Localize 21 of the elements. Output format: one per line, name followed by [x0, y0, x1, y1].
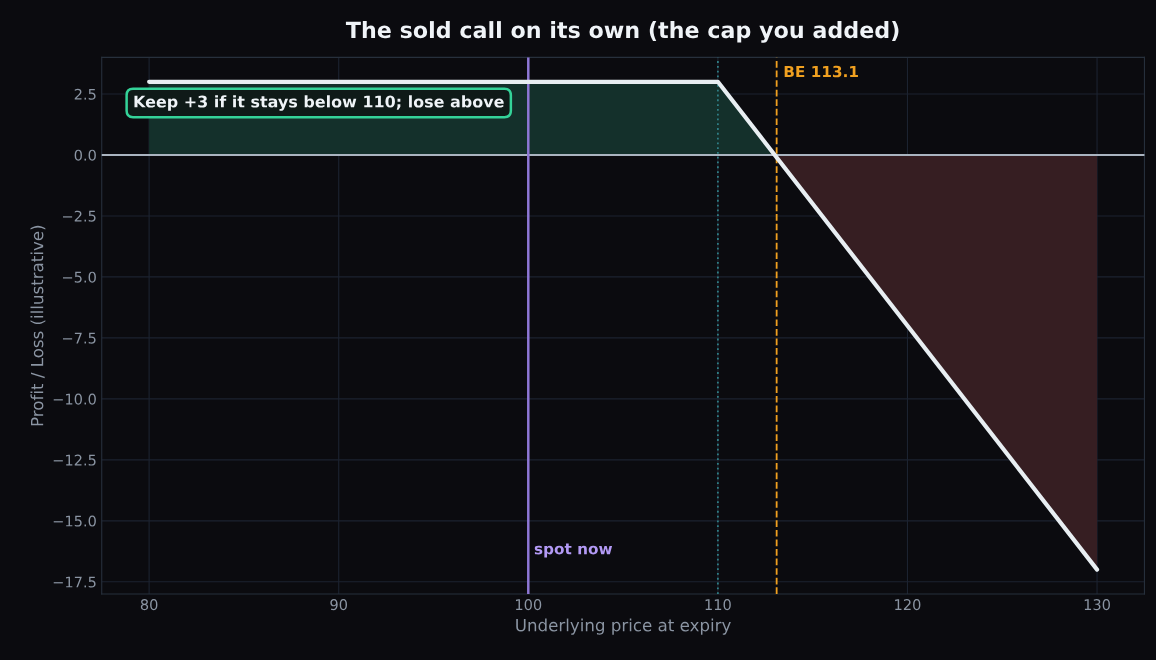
y-tick-label: −5.0	[63, 271, 96, 283]
y-tick-label: −17.5	[53, 576, 96, 588]
y-tick-label: 2.5	[74, 88, 96, 100]
y-tick-label: 0.0	[74, 149, 96, 161]
x-tick-label: 90	[330, 599, 348, 611]
y-tick-label: −2.5	[63, 210, 96, 222]
annotation: Keep +3 if it stays below 110; lose above	[134, 95, 504, 111]
y-axis-title: Profit / Loss (illustrative)	[30, 225, 46, 426]
x-tick-label: 80	[140, 599, 158, 611]
y-tick-label: −12.5	[53, 454, 96, 466]
x-tick-label: 120	[895, 599, 921, 611]
x-axis-title: Underlying price at expiry	[516, 618, 731, 635]
y-tick-label: −10.0	[53, 393, 96, 405]
x-tick-label: 110	[705, 599, 731, 611]
ref-line-label: BE 113.1	[784, 65, 858, 78]
x-tick-label: 130	[1084, 599, 1110, 611]
x-tick-label: 100	[515, 599, 542, 611]
ref-line-label: spot now	[534, 543, 613, 558]
y-tick-label: −7.5	[63, 332, 96, 344]
chart-title: The sold call on its own (the cap you added)	[345, 21, 899, 43]
y-tick-label: −15.0	[53, 515, 96, 527]
